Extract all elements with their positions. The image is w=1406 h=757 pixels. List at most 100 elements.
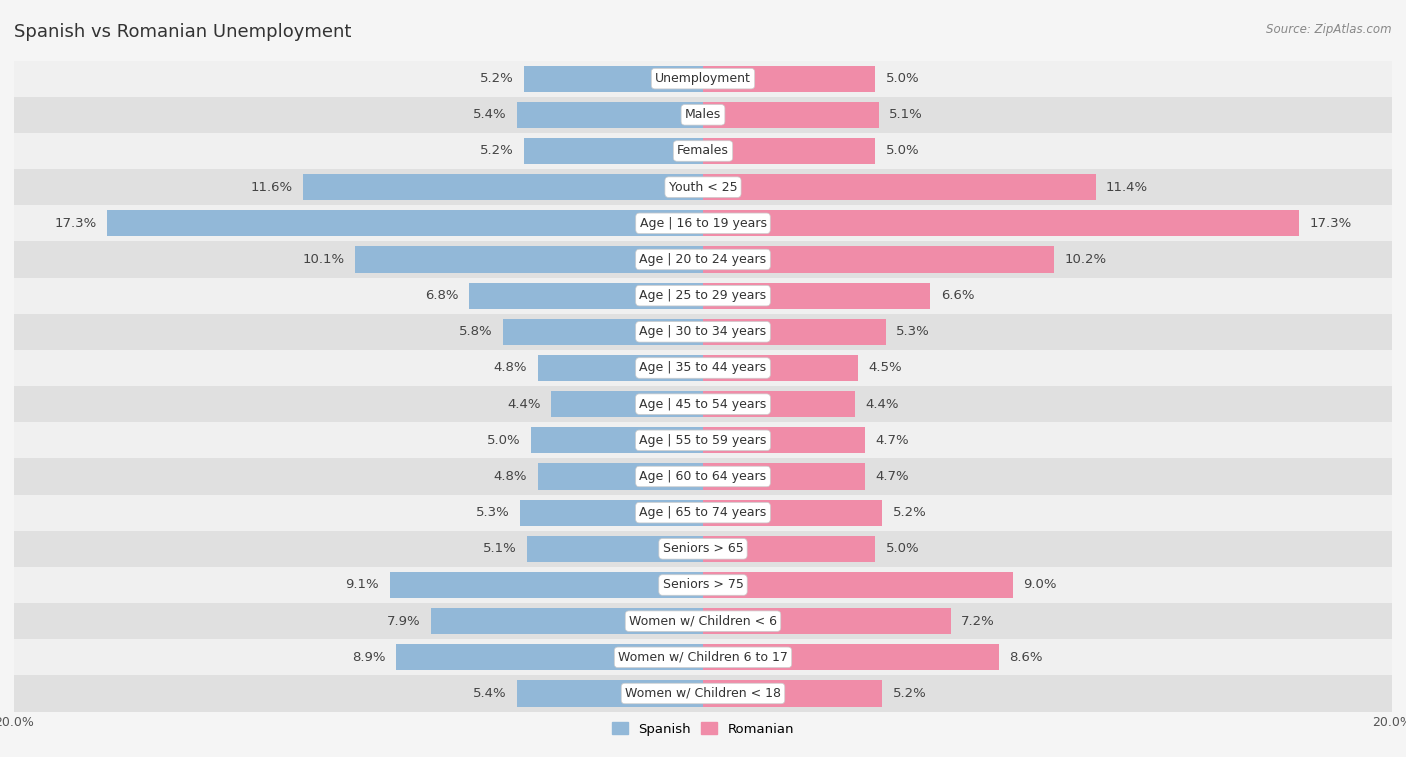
Bar (14, 675, 1392, 712)
Bar (14, 459, 1392, 494)
Bar (14, 639, 1392, 675)
Bar (517, 101, 703, 128)
Text: 8.6%: 8.6% (1010, 651, 1043, 664)
Legend: Spanish, Romanian: Spanish, Romanian (606, 717, 800, 741)
Text: Age | 60 to 64 years: Age | 60 to 64 years (640, 470, 766, 483)
Bar (703, 427, 865, 453)
Text: Women w/ Children < 18: Women w/ Children < 18 (626, 687, 780, 700)
Bar (537, 355, 703, 381)
Bar (468, 282, 703, 309)
Text: Age | 65 to 74 years: Age | 65 to 74 years (640, 506, 766, 519)
Bar (703, 681, 882, 706)
Text: 4.4%: 4.4% (508, 397, 541, 410)
Text: 5.8%: 5.8% (460, 326, 494, 338)
Text: 4.7%: 4.7% (875, 470, 908, 483)
Text: 4.8%: 4.8% (494, 470, 527, 483)
Text: 5.0%: 5.0% (886, 145, 920, 157)
Text: Women w/ Children < 6: Women w/ Children < 6 (628, 615, 778, 628)
Bar (14, 61, 1392, 97)
Text: Spanish vs Romanian Unemployment: Spanish vs Romanian Unemployment (14, 23, 352, 41)
Bar (14, 531, 1392, 567)
Text: 5.1%: 5.1% (484, 542, 517, 556)
Bar (14, 169, 1392, 205)
Text: Age | 30 to 34 years: Age | 30 to 34 years (640, 326, 766, 338)
Text: Age | 20 to 24 years: Age | 20 to 24 years (640, 253, 766, 266)
Text: 4.8%: 4.8% (494, 362, 527, 375)
Bar (703, 210, 1299, 236)
Text: 7.2%: 7.2% (962, 615, 995, 628)
Bar (14, 205, 1392, 241)
Text: 5.3%: 5.3% (896, 326, 929, 338)
Bar (703, 66, 875, 92)
Text: 5.2%: 5.2% (479, 72, 513, 85)
Text: 11.6%: 11.6% (250, 181, 292, 194)
Text: Males: Males (685, 108, 721, 121)
Bar (14, 567, 1392, 603)
Text: 5.2%: 5.2% (893, 687, 927, 700)
Bar (703, 608, 950, 634)
Bar (503, 319, 703, 345)
Text: Seniors > 75: Seniors > 75 (662, 578, 744, 591)
Text: 5.0%: 5.0% (486, 434, 520, 447)
Text: 17.3%: 17.3% (1309, 217, 1351, 230)
Text: Age | 55 to 59 years: Age | 55 to 59 years (640, 434, 766, 447)
Text: Seniors > 65: Seniors > 65 (662, 542, 744, 556)
Text: 10.2%: 10.2% (1064, 253, 1107, 266)
Text: 5.1%: 5.1% (889, 108, 922, 121)
Bar (703, 391, 855, 417)
Bar (14, 278, 1392, 313)
Bar (527, 536, 703, 562)
Bar (703, 319, 886, 345)
Text: 9.1%: 9.1% (346, 578, 380, 591)
Bar (14, 386, 1392, 422)
Text: 11.4%: 11.4% (1107, 181, 1149, 194)
Text: Age | 45 to 54 years: Age | 45 to 54 years (640, 397, 766, 410)
Bar (703, 644, 1000, 671)
Text: Unemployment: Unemployment (655, 72, 751, 85)
Bar (356, 247, 703, 273)
Bar (14, 603, 1392, 639)
Bar (703, 174, 1095, 200)
Bar (524, 138, 703, 164)
Text: 5.2%: 5.2% (893, 506, 927, 519)
Text: 8.9%: 8.9% (353, 651, 387, 664)
Text: 5.4%: 5.4% (472, 108, 506, 121)
Text: 5.0%: 5.0% (886, 542, 920, 556)
Bar (14, 494, 1392, 531)
Text: Age | 25 to 29 years: Age | 25 to 29 years (640, 289, 766, 302)
Text: 7.9%: 7.9% (387, 615, 420, 628)
Bar (531, 427, 703, 453)
Bar (107, 210, 703, 236)
Bar (703, 536, 875, 562)
Text: 5.2%: 5.2% (479, 145, 513, 157)
Bar (703, 572, 1012, 598)
Bar (703, 282, 931, 309)
Text: 6.8%: 6.8% (425, 289, 458, 302)
Text: Females: Females (678, 145, 728, 157)
Bar (703, 247, 1054, 273)
Bar (537, 463, 703, 490)
Text: 10.1%: 10.1% (302, 253, 344, 266)
Bar (517, 681, 703, 706)
Text: Women w/ Children 6 to 17: Women w/ Children 6 to 17 (619, 651, 787, 664)
Bar (703, 355, 858, 381)
Text: 5.4%: 5.4% (472, 687, 506, 700)
Text: 17.3%: 17.3% (55, 217, 97, 230)
Bar (389, 572, 703, 598)
Text: Youth < 25: Youth < 25 (669, 181, 737, 194)
Bar (14, 133, 1392, 169)
Text: Age | 35 to 44 years: Age | 35 to 44 years (640, 362, 766, 375)
Bar (14, 313, 1392, 350)
Text: 4.5%: 4.5% (869, 362, 903, 375)
Bar (430, 608, 703, 634)
Text: 4.4%: 4.4% (865, 397, 898, 410)
Text: 5.3%: 5.3% (477, 506, 510, 519)
Bar (520, 500, 703, 525)
Bar (14, 241, 1392, 278)
Bar (551, 391, 703, 417)
Bar (703, 500, 882, 525)
Bar (14, 97, 1392, 133)
Bar (14, 422, 1392, 459)
Bar (524, 66, 703, 92)
Bar (703, 138, 875, 164)
